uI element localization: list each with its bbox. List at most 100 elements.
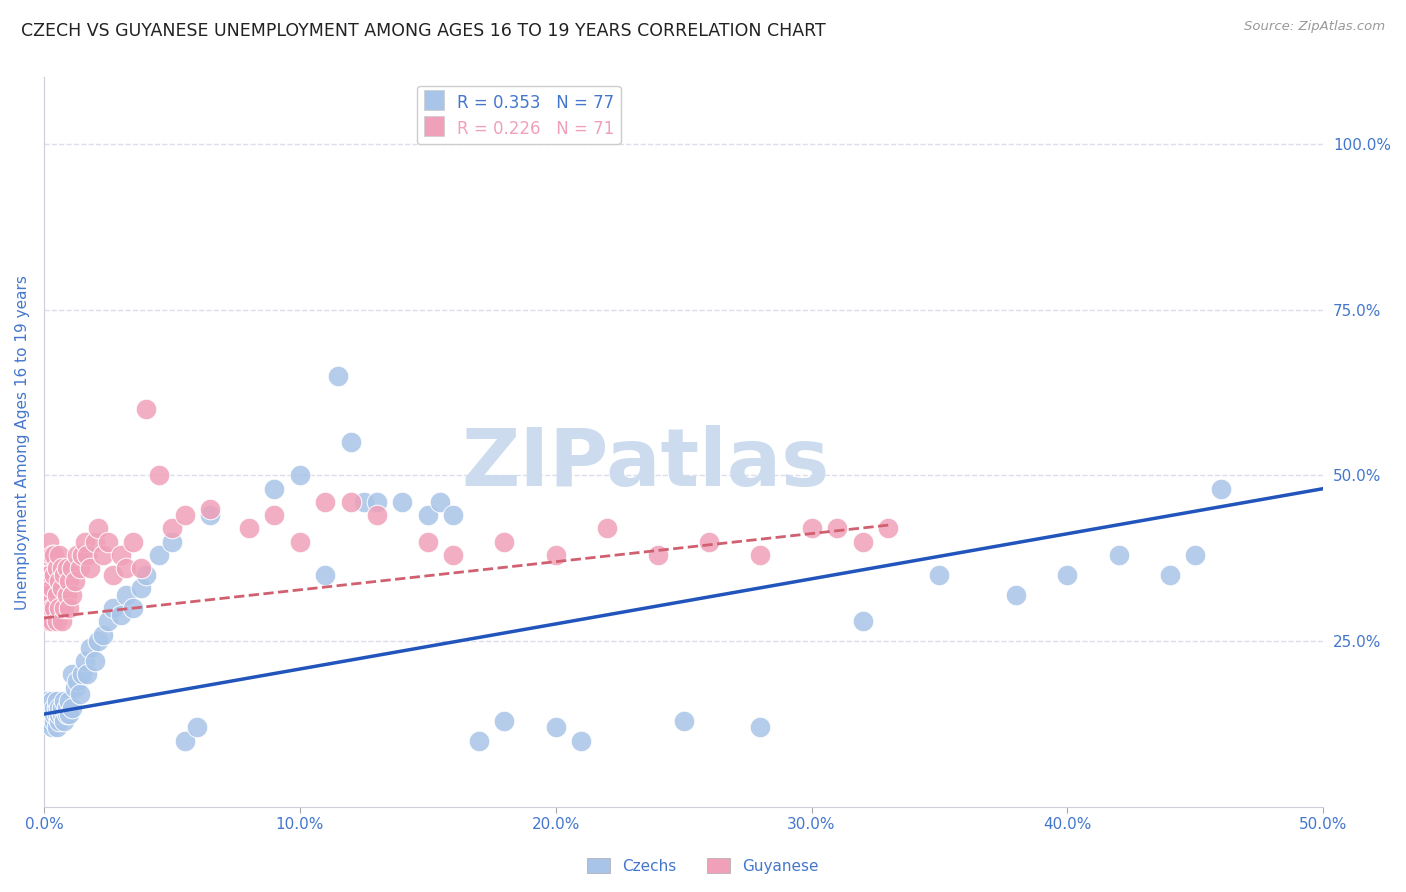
- Point: [42, 700, 65, 714]
- Point: [56, 700, 79, 714]
- Legend: R = 0.353   N = 77, R = 0.226   N = 71: R = 0.353 N = 77, R = 0.226 N = 71: [416, 86, 621, 145]
- Point: [38, 707, 60, 722]
- Point: [45, 694, 67, 708]
- Point: [60, 588, 83, 602]
- Point: [56, 561, 79, 575]
- Point: [173, 508, 195, 523]
- Point: [73, 654, 96, 668]
- Point: [114, 588, 136, 602]
- Point: [416, 508, 439, 523]
- Point: [1184, 548, 1206, 562]
- Point: [60, 667, 83, 681]
- Point: [544, 720, 567, 734]
- Point: [86, 634, 108, 648]
- Point: [35, 707, 58, 722]
- Point: [928, 567, 950, 582]
- Point: [314, 495, 336, 509]
- Point: [76, 548, 98, 562]
- Point: [186, 720, 208, 734]
- Point: [58, 601, 80, 615]
- Y-axis label: Unemployment Among Ages 16 to 19 years: Unemployment Among Ages 16 to 19 years: [15, 275, 30, 609]
- Point: [45, 707, 67, 722]
- Point: [42, 567, 65, 582]
- Point: [1209, 482, 1232, 496]
- Point: [353, 495, 375, 509]
- Point: [84, 534, 107, 549]
- Point: [135, 402, 157, 417]
- Point: [416, 534, 439, 549]
- Point: [53, 567, 76, 582]
- Point: [468, 733, 491, 747]
- Point: [69, 687, 91, 701]
- Legend: Czechs, Guyanese: Czechs, Guyanese: [581, 852, 825, 880]
- Point: [72, 548, 94, 562]
- Point: [41, 615, 63, 629]
- Point: [35, 548, 58, 562]
- Point: [110, 607, 132, 622]
- Point: [366, 508, 388, 523]
- Point: [148, 468, 170, 483]
- Point: [45, 615, 67, 629]
- Point: [41, 581, 63, 595]
- Point: [200, 508, 222, 523]
- Point: [51, 707, 73, 722]
- Point: [1005, 588, 1028, 602]
- Point: [48, 601, 70, 615]
- Point: [56, 588, 79, 602]
- Point: [1056, 567, 1078, 582]
- Point: [97, 534, 120, 549]
- Point: [45, 700, 67, 714]
- Point: [340, 435, 363, 450]
- Point: [441, 508, 464, 523]
- Point: [200, 501, 222, 516]
- Point: [122, 601, 145, 615]
- Point: [58, 574, 80, 589]
- Point: [114, 561, 136, 575]
- Point: [129, 581, 152, 595]
- Text: ZIPatlas: ZIPatlas: [461, 425, 830, 503]
- Point: [73, 534, 96, 549]
- Point: [697, 534, 720, 549]
- Point: [101, 601, 124, 615]
- Point: [41, 720, 63, 734]
- Point: [51, 561, 73, 575]
- Point: [76, 667, 98, 681]
- Point: [494, 714, 516, 728]
- Point: [45, 588, 67, 602]
- Point: [41, 601, 63, 615]
- Point: [122, 534, 145, 549]
- Point: [852, 534, 875, 549]
- Point: [51, 615, 73, 629]
- Point: [48, 548, 70, 562]
- Point: [672, 714, 695, 728]
- Point: [45, 720, 67, 734]
- Point: [45, 561, 67, 575]
- Point: [391, 495, 413, 509]
- Point: [800, 521, 823, 535]
- Point: [48, 700, 70, 714]
- Point: [263, 482, 285, 496]
- Point: [41, 700, 63, 714]
- Point: [749, 720, 772, 734]
- Point: [544, 548, 567, 562]
- Point: [825, 521, 848, 535]
- Point: [79, 561, 101, 575]
- Point: [328, 368, 350, 383]
- Point: [160, 521, 183, 535]
- Point: [110, 548, 132, 562]
- Point: [569, 733, 592, 747]
- Point: [41, 707, 63, 722]
- Point: [60, 700, 83, 714]
- Point: [366, 495, 388, 509]
- Point: [42, 714, 65, 728]
- Point: [749, 548, 772, 562]
- Point: [429, 495, 451, 509]
- Point: [58, 694, 80, 708]
- Point: [53, 714, 76, 728]
- Point: [441, 548, 464, 562]
- Point: [852, 615, 875, 629]
- Point: [63, 681, 86, 695]
- Point: [340, 495, 363, 509]
- Point: [84, 654, 107, 668]
- Point: [38, 714, 60, 728]
